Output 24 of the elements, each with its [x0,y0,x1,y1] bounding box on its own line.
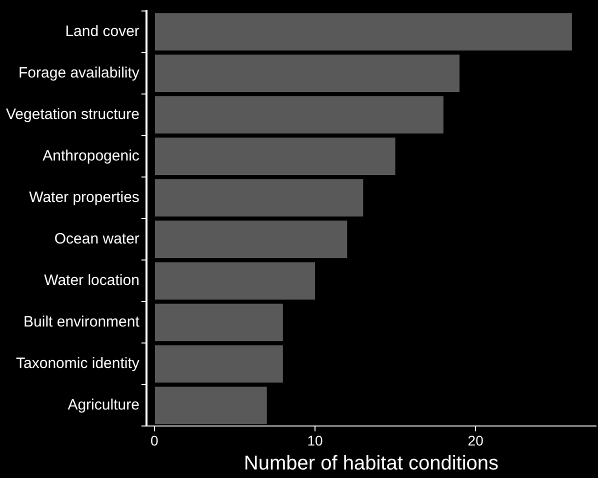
y-tick-label: Land cover [65,22,140,40]
y-tick-label: Ocean water [54,230,140,248]
x-axis-title: Number of habitat conditions [244,452,499,475]
y-tick-label: Taxonomic identity [16,355,140,372]
bar [154,262,316,300]
x-tick-label: 10 [307,432,324,448]
bar [154,345,283,383]
y-tick-label: Vegetation structure [6,106,140,123]
y-tick-label: Built environment [24,314,140,331]
y-tick-label: Forage availability [18,64,140,82]
x-tick-label: 20 [468,432,484,448]
bar [154,179,364,217]
x-tick-label: 0 [150,432,159,448]
bar [154,96,444,134]
bar [154,304,283,342]
y-tick-label: Agriculture [68,396,140,414]
bar [154,220,348,258]
y-tick-label: Water location [44,272,140,290]
bar [154,386,267,424]
bar [154,138,396,176]
bar [154,54,460,92]
y-tick-label: Water properties [29,188,140,206]
bar [154,13,572,50]
y-tick-label: Anthropogenic [42,147,140,164]
